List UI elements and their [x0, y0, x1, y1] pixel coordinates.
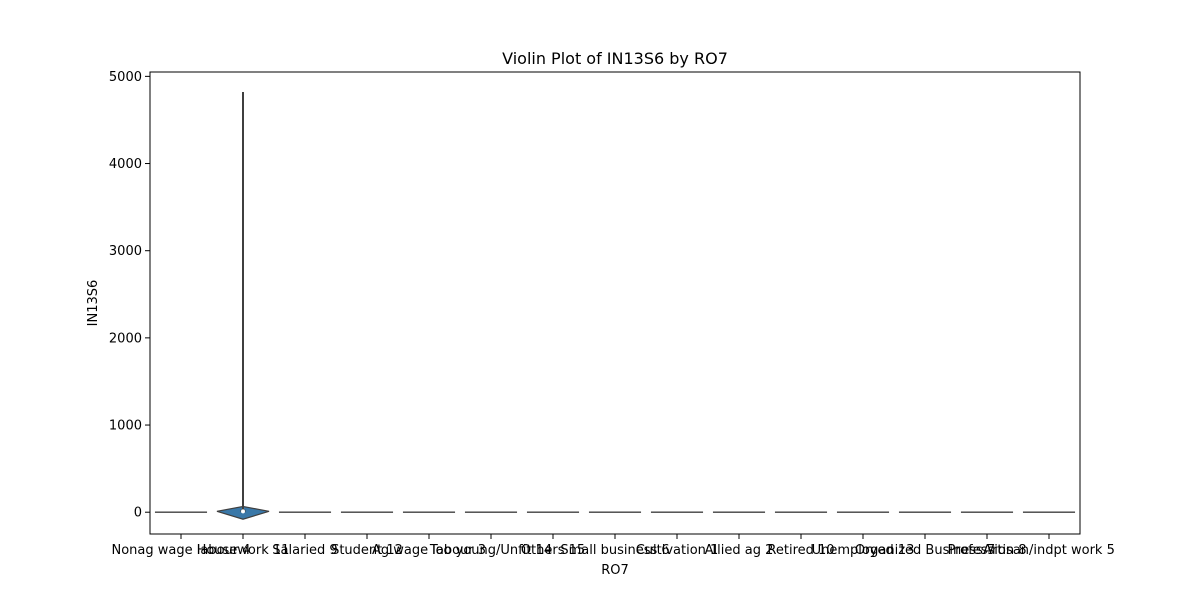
- x-tick-label: Others 15: [521, 543, 585, 558]
- x-tick-label: Nonag wage labour 4: [111, 543, 250, 558]
- x-tick-label: Allied ag 2: [705, 543, 774, 558]
- violin: [216, 92, 270, 520]
- y-tick-label: 3000: [109, 244, 142, 259]
- x-tick-label: Student 12: [331, 543, 403, 558]
- y-tick-label: 5000: [109, 70, 142, 85]
- x-tick-label: Ag wage labour 3: [372, 543, 486, 558]
- y-tick-label: 4000: [109, 157, 142, 172]
- x-tick-label: Housework 11: [197, 543, 290, 558]
- median-point: [241, 509, 245, 514]
- x-tick-label: Organized Business 7: [855, 543, 995, 558]
- x-tick-label: Cultivation 1: [636, 543, 719, 558]
- y-tick-label: 0: [134, 506, 142, 521]
- x-axis-label: RO7: [601, 563, 629, 578]
- plot-area: [154, 92, 1076, 520]
- y-axis: 0 1000 2000 3000 4000 5000: [109, 70, 150, 521]
- x-tick-label: Too young/Unfit 14: [429, 543, 552, 558]
- chart-title: Violin Plot of IN13S6 by RO7: [502, 49, 728, 68]
- x-tick-label: Small business 6: [560, 543, 669, 558]
- x-tick-label: Profession 8: [948, 543, 1027, 558]
- y-axis-label: IN13S6: [86, 280, 101, 327]
- y-tick-label: 1000: [109, 419, 142, 434]
- x-tick-label: Salaried 9: [272, 543, 337, 558]
- y-tick-label: 2000: [109, 331, 142, 346]
- x-tick-label: Unemployed 13: [812, 543, 915, 558]
- x-tick-label: Artisan/indpt work 5: [983, 543, 1115, 558]
- x-tick-label: Retired 10: [767, 543, 834, 558]
- plot-frame: [149, 71, 1081, 535]
